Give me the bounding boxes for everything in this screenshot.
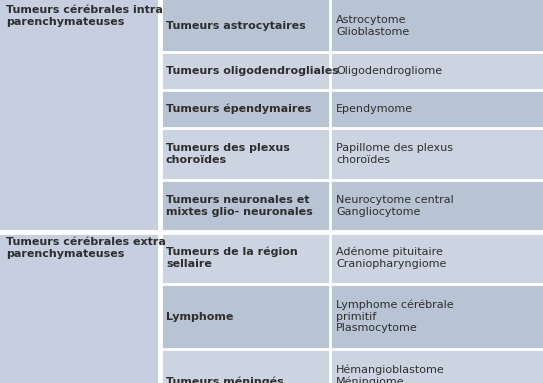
Bar bbox=[160, 284, 330, 349]
Text: Lymphome: Lymphome bbox=[166, 311, 233, 321]
Text: Tumeurs cérébrales intra
parenchymateuses: Tumeurs cérébrales intra parenchymateuse… bbox=[6, 5, 163, 26]
Text: Ependymome: Ependymome bbox=[336, 104, 413, 114]
Bar bbox=[0, 232, 160, 383]
Text: Tumeurs neuronales et
mixtes glio- neuronales: Tumeurs neuronales et mixtes glio- neuro… bbox=[166, 195, 313, 217]
Text: Tumeurs astrocytaires: Tumeurs astrocytaires bbox=[166, 21, 306, 31]
Text: Papillome des plexus
choroïdes: Papillome des plexus choroïdes bbox=[336, 143, 453, 165]
Text: Hémangioblastome
Méningiome
Sarcome: Hémangioblastome Méningiome Sarcome bbox=[336, 364, 445, 383]
Text: Tumeurs des plexus
choroïdes: Tumeurs des plexus choroïdes bbox=[166, 143, 290, 165]
Text: Tumeurs méningés: Tumeurs méningés bbox=[166, 376, 284, 383]
Bar bbox=[160, 52, 330, 90]
Bar bbox=[330, 180, 543, 232]
Bar bbox=[330, 284, 543, 349]
Text: Lymphome cérébrale
primitif
Plasmocytome: Lymphome cérébrale primitif Plasmocytome bbox=[336, 300, 453, 333]
Bar bbox=[160, 349, 330, 383]
Bar bbox=[330, 128, 543, 180]
Text: Tumeurs cérébrales extra
parenchymateuses: Tumeurs cérébrales extra parenchymateuse… bbox=[6, 237, 166, 259]
Bar bbox=[330, 52, 543, 90]
Text: Tumeurs de la région
sellaire: Tumeurs de la région sellaire bbox=[166, 247, 298, 269]
Bar bbox=[160, 180, 330, 232]
Bar bbox=[160, 128, 330, 180]
Text: Astrocytome
Glioblastome: Astrocytome Glioblastome bbox=[336, 15, 409, 37]
Bar bbox=[160, 232, 330, 284]
Bar bbox=[330, 232, 543, 284]
Bar bbox=[330, 0, 543, 52]
Bar bbox=[330, 349, 543, 383]
Bar bbox=[0, 0, 160, 232]
Text: Oligodendrogliome: Oligodendrogliome bbox=[336, 66, 442, 76]
Bar bbox=[160, 90, 330, 128]
Text: Tumeurs oligodendrogliales: Tumeurs oligodendrogliales bbox=[166, 66, 339, 76]
Text: Neurocytome central
Gangliocytome: Neurocytome central Gangliocytome bbox=[336, 195, 454, 217]
Text: Tumeurs épendymaires: Tumeurs épendymaires bbox=[166, 104, 312, 114]
Text: Adénome pituitaire
Craniopharyngiome: Adénome pituitaire Craniopharyngiome bbox=[336, 247, 446, 269]
Bar bbox=[160, 0, 330, 52]
Bar bbox=[330, 90, 543, 128]
